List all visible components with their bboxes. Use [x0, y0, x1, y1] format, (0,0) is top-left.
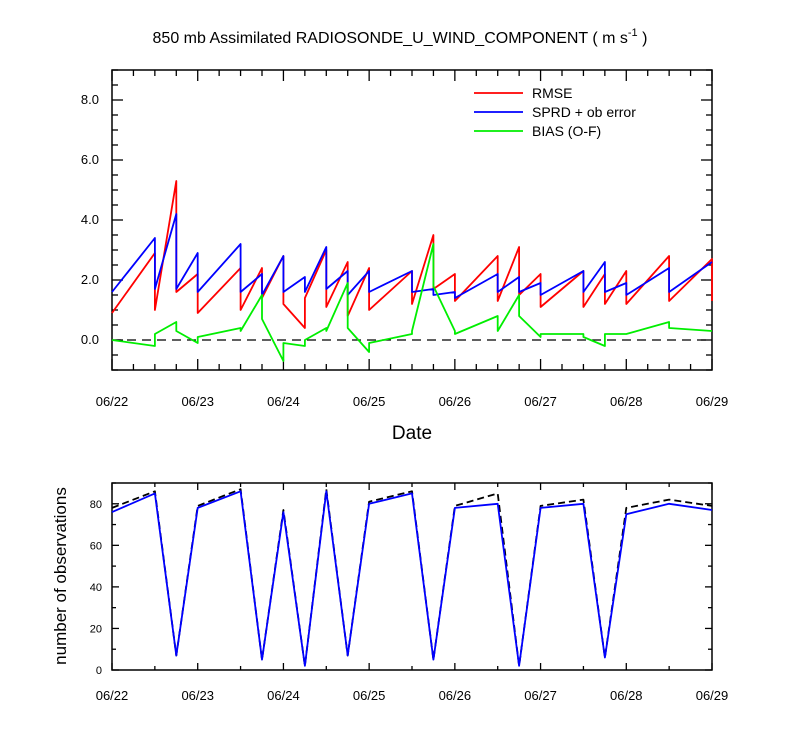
- bottom-plot-series: [111, 488, 713, 667]
- y-tick-label: 80: [90, 499, 102, 511]
- x-tick-label: 06/23: [181, 688, 214, 703]
- legend: RMSE SPRD + ob error BIAS (O-F): [474, 85, 636, 139]
- x-tick-label: 06/22: [96, 688, 129, 703]
- y-tick-label: 40: [90, 582, 102, 594]
- x-tick-label: 06/23: [181, 394, 214, 409]
- x-tick-label: 06/25: [353, 688, 386, 703]
- bottom-y-axis-label: number of observations: [51, 487, 70, 665]
- series-bias-o-f-line: [111, 243, 713, 362]
- chart-title-main: 850 mb Assimilated RADIOSONDE_U_WIND_COM…: [153, 30, 628, 47]
- x-tick-label: 06/27: [524, 394, 557, 409]
- x-tick-label: 06/29: [696, 688, 729, 703]
- x-tick-label: 06/25: [353, 394, 386, 409]
- legend-label-rmse: RMSE: [532, 85, 572, 101]
- series-rmse-line: [111, 180, 713, 329]
- bottom-plot-ticks: [111, 482, 713, 671]
- y-tick-label: 2.0: [81, 272, 99, 287]
- x-tick-label: 06/28: [610, 688, 643, 703]
- y-tick-label: 0.0: [81, 332, 99, 347]
- bottom-x-tick-labels: 06/22 06/23 06/24 06/25 06/26 06/27 06/28 06/29: [96, 688, 729, 703]
- y-tick-label: 0: [96, 665, 102, 677]
- chart-title: 850 mb Assimilated RADIOSONDE_U_WIND_COM…: [153, 27, 648, 47]
- legend-label-sprd: SPRD + ob error: [532, 104, 636, 120]
- series-possible-line: [111, 488, 713, 667]
- x-tick-label: 06/24: [267, 688, 300, 703]
- legend-label-bias: BIAS (O-F): [532, 123, 601, 139]
- y-tick-label: 20: [90, 623, 102, 635]
- x-tick-label: 06/27: [524, 688, 557, 703]
- top-plot-series: [111, 180, 713, 362]
- x-tick-label: 06/26: [439, 688, 472, 703]
- top-plot-ticks: [111, 69, 713, 371]
- series-used-line: [111, 490, 713, 667]
- observation-count-plot: 0 20 40 60 80 06/22 06/23 06/24 06/25 06/26 06/27…: [51, 482, 729, 703]
- y-tick-label: 60: [90, 540, 102, 552]
- series-sprd-ob-error-line: [111, 213, 713, 299]
- y-tick-label: 6.0: [81, 152, 99, 167]
- x-tick-label: 06/28: [610, 394, 643, 409]
- x-tick-label: 06/26: [439, 394, 472, 409]
- chart-title-end: ): [638, 30, 648, 47]
- top-x-tick-labels: 06/22 06/23 06/24 06/25 06/26 06/27 06/28 06/29: [96, 394, 729, 409]
- bottom-plot-frame: [111, 482, 713, 671]
- y-tick-label: 8.0: [81, 92, 99, 107]
- x-tick-label: 06/24: [267, 394, 300, 409]
- bottom-y-tick-labels: 0 20 40 60 80: [90, 499, 102, 677]
- top-x-axis-label: Date: [392, 423, 432, 444]
- y-tick-label: 4.0: [81, 212, 99, 227]
- chart-title-superscript: -1: [628, 27, 638, 39]
- rmse-sprd-bias-plot: 0.02.04.06.08.0 06/22 06/23 06/24 06/25 06/2…: [81, 69, 729, 444]
- top-y-tick-labels: 0.0 2.0 4.0 6.0 8.0: [81, 92, 99, 347]
- x-tick-label: 06/29: [696, 394, 729, 409]
- x-tick-label: 06/22: [96, 394, 129, 409]
